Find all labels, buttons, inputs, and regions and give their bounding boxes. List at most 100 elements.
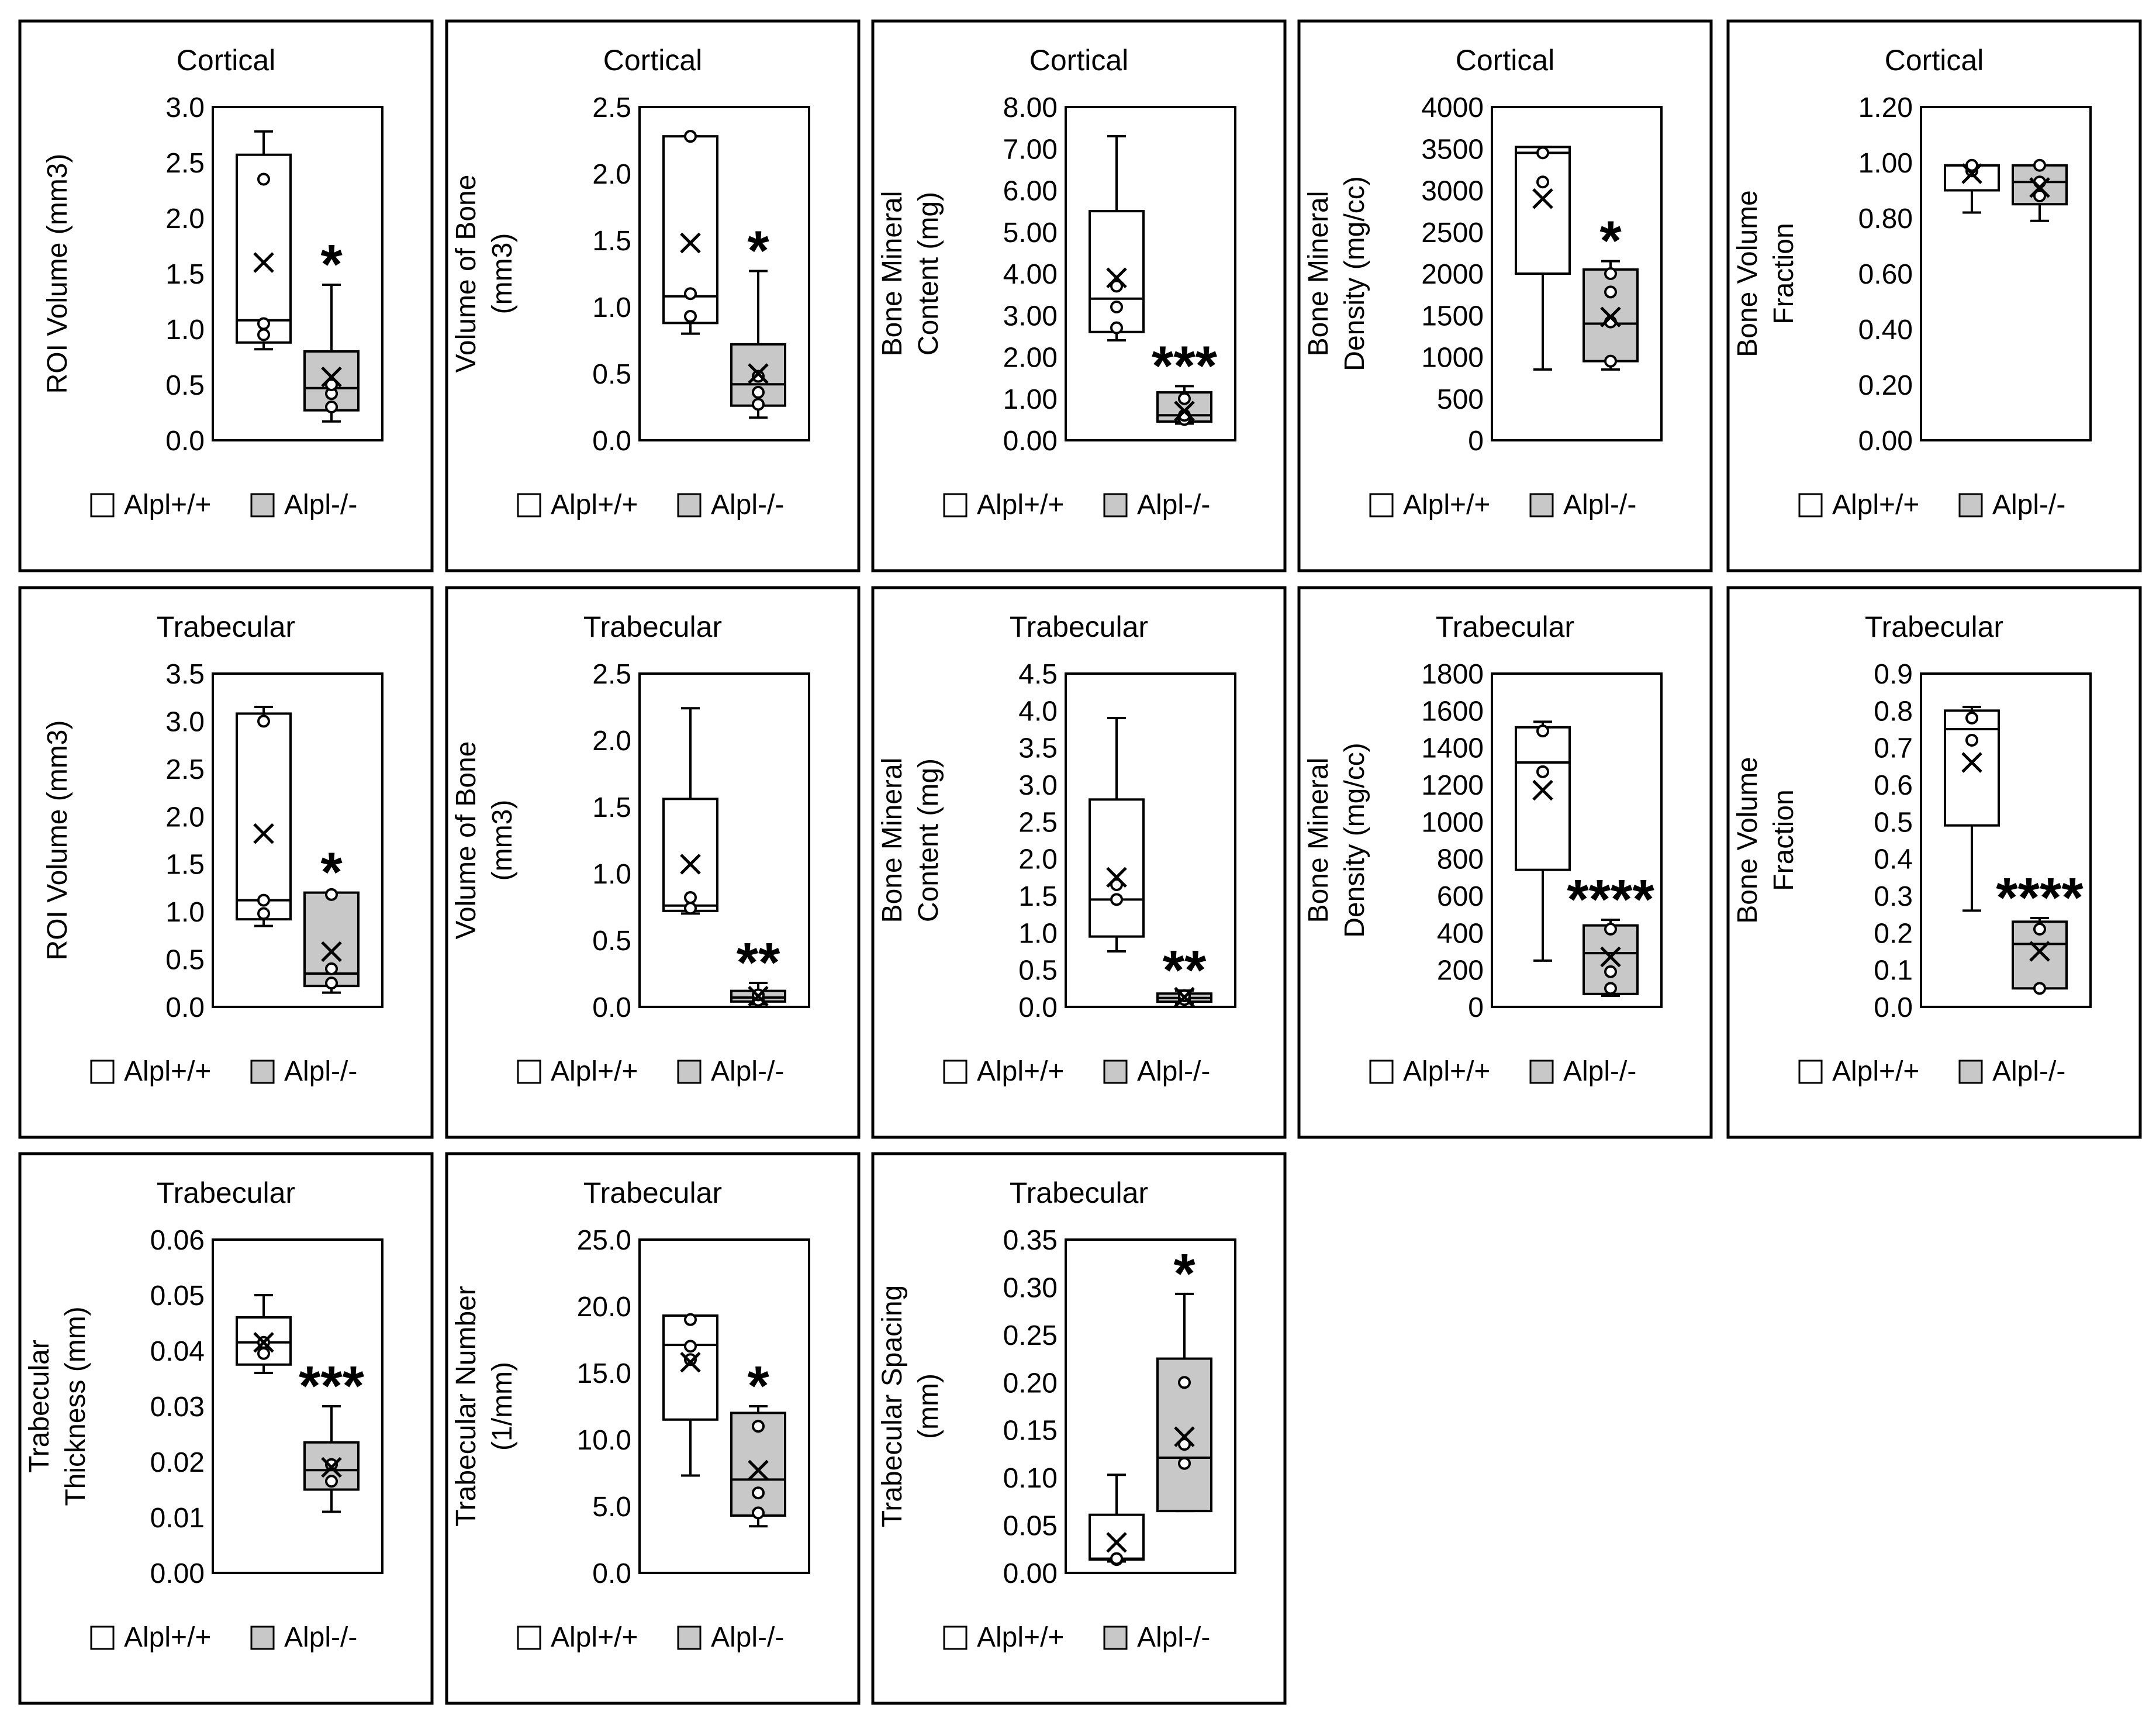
legend-swatch-wt bbox=[943, 1060, 968, 1084]
legend-label-wt: Alpl+/+ bbox=[1832, 489, 1919, 520]
legend-swatch-wt bbox=[90, 1626, 115, 1650]
data-point bbox=[1604, 965, 1617, 978]
y-tick-label: 1400 bbox=[1421, 733, 1484, 764]
legend: Alpl+/+ Alpl-/- bbox=[1798, 489, 2065, 520]
mean-marker bbox=[1106, 267, 1127, 288]
y-tick-label: 2.5 bbox=[592, 659, 631, 690]
y-axis-label: Trabecular bbox=[24, 1340, 55, 1473]
panel-border bbox=[1297, 19, 1713, 572]
data-point bbox=[1604, 923, 1617, 936]
significance-marker: * bbox=[747, 219, 769, 282]
plot-area bbox=[1920, 106, 2092, 441]
plot-area bbox=[638, 1238, 810, 1574]
y-tick-label: 0.60 bbox=[1858, 259, 1913, 290]
y-tick-label: 1.00 bbox=[1003, 384, 1058, 415]
y-tick-label: 1.0 bbox=[165, 315, 205, 346]
legend-swatch-ko bbox=[1958, 1060, 1983, 1084]
legend: Alpl+/+ Alpl-/- bbox=[1369, 489, 1636, 520]
data-point bbox=[325, 888, 338, 901]
data-point bbox=[684, 309, 697, 323]
legend-label-ko: Alpl-/- bbox=[711, 1056, 784, 1087]
panel-border bbox=[871, 1152, 1287, 1705]
data-point bbox=[325, 962, 338, 975]
y-tick-label: 0.8 bbox=[1874, 696, 1913, 727]
legend-label-wt: Alpl+/+ bbox=[977, 1056, 1064, 1087]
data-point bbox=[684, 287, 697, 301]
data-point bbox=[684, 891, 697, 905]
y-tick-label: 1500 bbox=[1421, 301, 1484, 332]
y-tick-label: 0.04 bbox=[150, 1336, 205, 1367]
plot-area bbox=[1065, 1238, 1236, 1574]
y-tick-label: 2.0 bbox=[592, 159, 631, 190]
y-tick-label: 4.0 bbox=[1018, 696, 1058, 727]
data-point bbox=[1178, 1457, 1191, 1470]
legend-label-ko: Alpl-/- bbox=[284, 1622, 357, 1653]
data-point bbox=[752, 398, 765, 411]
y-tick-label: 0.05 bbox=[1003, 1511, 1058, 1542]
mean-marker bbox=[253, 1331, 274, 1353]
y-tick-label: 0.0 bbox=[592, 426, 631, 457]
chart-panel: Trabecular 0.00 0.01 0.02 0.03 0.04 0.05 0.06 Tr… bbox=[18, 1152, 434, 1705]
box-alpl-ko bbox=[730, 981, 786, 1007]
panel-border bbox=[18, 586, 434, 1139]
plot-area bbox=[1065, 106, 1236, 441]
box-alpl-wt bbox=[662, 130, 718, 335]
y-axis-label: Fraction bbox=[1768, 223, 1799, 324]
y-tick-label: 0.5 bbox=[1874, 807, 1913, 838]
y-tick-label: 0.05 bbox=[150, 1281, 205, 1312]
y-tick-label: 0.9 bbox=[1874, 659, 1913, 690]
y-tick-label: 3.5 bbox=[1018, 733, 1058, 764]
significance-marker: *** bbox=[299, 1355, 365, 1417]
y-axis-label: Volume of Bone bbox=[451, 741, 482, 940]
y-tick-label: 400 bbox=[1437, 918, 1484, 949]
chart-panel: Trabecular 0.0 0.1 0.2 0.3 0.4 0.5 0.6 0.7 0.8 0.9… bbox=[1726, 586, 2142, 1139]
significance-marker: * bbox=[1173, 1243, 1196, 1305]
data-point bbox=[257, 1347, 270, 1360]
mean-marker bbox=[748, 1459, 769, 1481]
y-tick-label: 0.0 bbox=[592, 992, 631, 1023]
y-tick-label: 2.5 bbox=[165, 148, 205, 179]
y-tick-label: 0.2 bbox=[1874, 918, 1913, 949]
y-tick-label: 1.0 bbox=[1018, 918, 1058, 949]
legend-swatch-ko bbox=[1529, 1060, 1554, 1084]
data-point bbox=[752, 1486, 765, 1500]
y-axis-label: Volume of Bone bbox=[451, 175, 482, 373]
data-point bbox=[1965, 712, 1978, 724]
data-point bbox=[1178, 392, 1191, 405]
y-tick-label: 0 bbox=[1468, 426, 1484, 457]
legend: Alpl+/+ Alpl-/- bbox=[90, 1056, 357, 1087]
panel-border bbox=[871, 19, 1287, 572]
box-iqr bbox=[236, 153, 292, 344]
y-tick-label: 1.0 bbox=[592, 292, 631, 323]
mean-marker bbox=[748, 985, 769, 1007]
y-tick-label: 15.0 bbox=[577, 1358, 631, 1389]
legend-label-wt: Alpl+/+ bbox=[551, 489, 638, 520]
y-tick-label: 3000 bbox=[1421, 176, 1484, 207]
y-tick-label: 3.0 bbox=[165, 706, 205, 737]
box-alpl-ko bbox=[1156, 385, 1212, 426]
chart-panel: Trabecular 0.00 0.05 0.10 0.15 0.20 0.25 0.30 0.… bbox=[871, 1152, 1287, 1705]
data-point bbox=[1110, 893, 1123, 906]
y-axis-label: Bone Mineral bbox=[877, 191, 908, 357]
data-point bbox=[1604, 982, 1617, 995]
significance-marker: **** bbox=[1996, 867, 2084, 929]
data-point bbox=[1536, 765, 1549, 778]
mean-marker bbox=[2029, 177, 2050, 198]
y-tick-label: 1.5 bbox=[165, 850, 205, 881]
box-iqr bbox=[1515, 726, 1571, 871]
mean-marker bbox=[1961, 752, 1982, 773]
y-tick-label: 25.0 bbox=[577, 1225, 631, 1256]
legend-swatch-wt bbox=[1798, 1060, 1823, 1084]
data-point bbox=[684, 1353, 697, 1366]
legend-label-wt: Alpl+/+ bbox=[551, 1056, 638, 1087]
legend-label-wt: Alpl+/+ bbox=[977, 1622, 1064, 1653]
y-tick-label: 7.00 bbox=[1003, 134, 1058, 165]
data-point bbox=[684, 1313, 697, 1326]
mean-marker bbox=[1106, 867, 1127, 888]
y-tick-label: 0.20 bbox=[1858, 370, 1913, 401]
legend: Alpl+/+ Alpl-/- bbox=[1798, 1056, 2065, 1087]
data-point bbox=[1178, 1376, 1191, 1389]
legend-swatch-ko bbox=[1103, 493, 1128, 517]
mean-marker bbox=[1174, 986, 1195, 1008]
y-tick-label: 1.00 bbox=[1858, 148, 1913, 179]
